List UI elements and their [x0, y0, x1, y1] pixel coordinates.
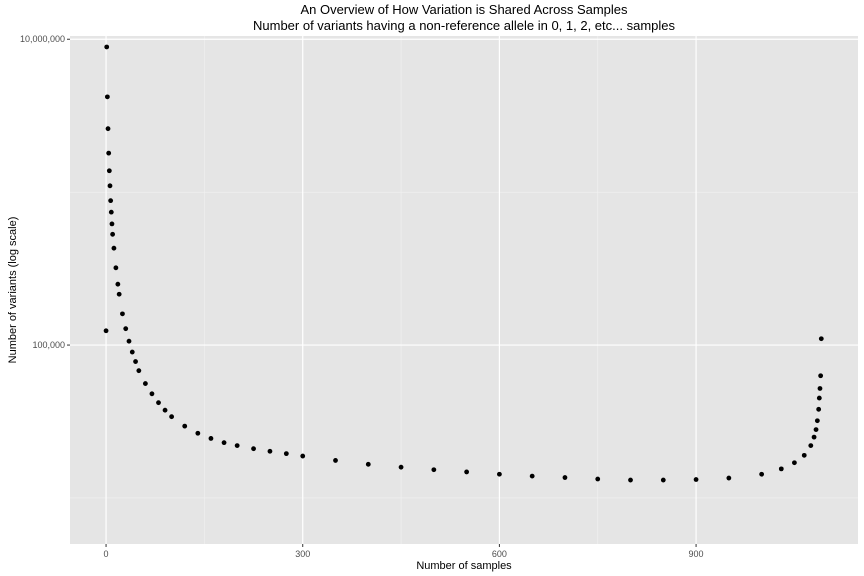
data-point — [105, 126, 111, 132]
data-point — [120, 311, 125, 317]
data-point — [162, 407, 168, 413]
data-point — [818, 336, 824, 342]
data-point — [103, 328, 109, 334]
data-point — [333, 458, 338, 463]
data-point — [778, 466, 784, 472]
data-point — [129, 349, 135, 355]
data-point — [234, 443, 240, 449]
data-point — [115, 281, 121, 287]
data-point — [113, 265, 119, 271]
data-point — [813, 427, 819, 432]
data-point — [660, 477, 666, 483]
data-point — [136, 368, 142, 374]
data-point — [106, 168, 112, 174]
x-tick-label: 600 — [492, 549, 507, 559]
data-point — [251, 446, 256, 452]
data-point — [300, 453, 306, 459]
data-point — [398, 464, 404, 470]
data-point — [156, 400, 161, 406]
data-point — [693, 477, 699, 482]
data-point — [107, 183, 113, 189]
data-point — [283, 451, 289, 457]
y-tick-label: 10,000,000 — [20, 34, 65, 44]
data-point — [595, 476, 601, 482]
data-point — [726, 475, 732, 481]
data-points — [103, 44, 824, 483]
data-point — [182, 423, 188, 429]
data-point — [792, 460, 797, 466]
data-point — [169, 414, 175, 420]
data-point — [562, 475, 568, 480]
data-point — [110, 231, 116, 237]
data-point — [759, 471, 765, 477]
data-point — [108, 198, 114, 204]
data-point — [816, 395, 822, 401]
data-point — [208, 436, 214, 441]
plot-panel — [70, 36, 858, 544]
data-point — [133, 359, 138, 364]
data-point — [123, 326, 129, 332]
data-point — [149, 391, 155, 397]
x-axis-title: Number of samples — [416, 560, 512, 572]
data-point — [365, 461, 371, 467]
x-tick-label: 300 — [295, 549, 310, 559]
data-point — [808, 443, 814, 449]
chart-subtitle: Number of variants having a non-referenc… — [253, 18, 675, 33]
chart-title: An Overview of How Variation is Shared A… — [300, 2, 628, 17]
data-point — [111, 245, 117, 251]
x-tick-label: 0 — [104, 549, 109, 559]
data-point — [142, 381, 148, 386]
data-point — [497, 471, 502, 477]
data-point — [108, 209, 114, 215]
data-point — [116, 291, 122, 297]
data-point — [816, 406, 822, 412]
data-point — [104, 44, 110, 50]
data-point — [267, 448, 273, 454]
data-point — [431, 467, 437, 473]
y-axis-title: Number of variants (log scale) — [7, 217, 19, 364]
data-point — [811, 434, 817, 440]
data-point — [529, 473, 535, 479]
data-point — [814, 418, 820, 424]
data-point — [464, 469, 470, 475]
data-point — [628, 477, 633, 483]
data-point — [195, 430, 201, 436]
data-point — [126, 338, 132, 344]
data-point — [818, 373, 824, 379]
x-tick-label: 900 — [689, 549, 704, 559]
axis-ticks: 0 300 600 900 100,000 10,000,000 — [20, 34, 704, 559]
data-point — [109, 221, 115, 227]
data-point — [106, 150, 112, 156]
data-point — [104, 94, 110, 100]
data-point — [801, 452, 807, 458]
grid-lines — [70, 36, 858, 544]
y-tick-label: 100,000 — [32, 340, 65, 350]
data-point — [221, 440, 227, 446]
data-point — [817, 386, 823, 391]
